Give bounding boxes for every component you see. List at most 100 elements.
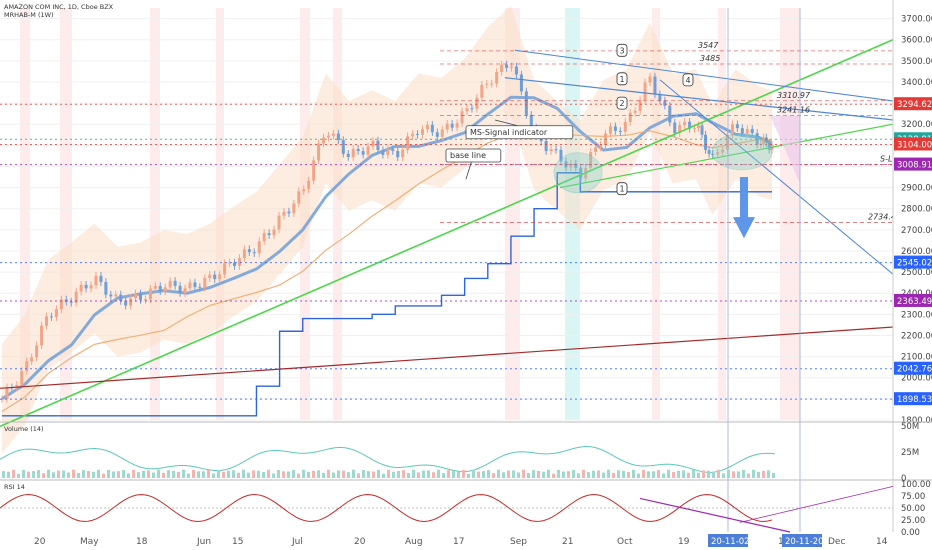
candle-body	[267, 233, 271, 236]
volume-bar	[147, 470, 150, 478]
volume-bar	[242, 469, 245, 478]
wave-label-text: 1	[620, 185, 625, 194]
candle-body	[505, 64, 509, 68]
volume-bar	[742, 469, 745, 478]
volume-bar	[437, 469, 440, 478]
candle-body	[599, 145, 603, 148]
candle-body	[257, 241, 261, 254]
volume-bar	[87, 470, 90, 478]
volume-bar	[92, 471, 95, 478]
time-axis-tick: Sep	[510, 537, 527, 547]
volume-bar	[727, 469, 730, 478]
candle-body	[139, 293, 143, 300]
callout-text: MS-Signal indicator	[470, 128, 548, 137]
time-label-text: 20-11-20	[785, 537, 824, 547]
volume-bar	[207, 469, 210, 478]
volume-bar	[102, 473, 105, 478]
volume-bar	[17, 473, 20, 478]
candle-body	[450, 123, 454, 128]
volume-bar	[292, 469, 295, 478]
volume-bar	[712, 472, 715, 478]
candle-body	[183, 288, 187, 294]
time-axis-tick: Jun	[196, 537, 211, 547]
candle-body	[188, 282, 192, 289]
candle-body	[445, 123, 449, 130]
volume-bar	[737, 471, 740, 478]
candle-body	[237, 258, 241, 266]
volume-bar	[732, 471, 735, 478]
volume-bar	[492, 473, 495, 478]
candle-body	[341, 140, 345, 154]
volume-axis-tick: 25M	[901, 448, 919, 458]
candle-body	[193, 282, 197, 288]
volume-bar	[342, 470, 345, 478]
volume-bar	[7, 471, 10, 478]
volume-bar	[542, 471, 545, 478]
volume-bar	[167, 470, 170, 478]
candle-body	[297, 191, 301, 204]
time-axis-tick: Oct	[617, 537, 633, 547]
blue-trendline-down	[659, 79, 894, 275]
candle-body	[15, 384, 19, 388]
time-axis-tick: 21	[562, 537, 573, 547]
volume-bar	[447, 470, 450, 478]
candle-body	[134, 293, 138, 299]
volume-bar	[462, 469, 465, 478]
volume-bar	[172, 470, 175, 478]
candle-body	[336, 133, 340, 141]
candle-body	[721, 149, 725, 153]
price-axis-tick: 2700.00	[901, 226, 932, 236]
candle-body	[406, 136, 410, 150]
volume-bar	[607, 469, 610, 478]
candle-body	[203, 277, 207, 288]
rsi-axis-tick: 50.00	[901, 504, 925, 514]
candle-body	[420, 129, 424, 135]
candle-body	[643, 82, 647, 101]
volume-bar	[667, 469, 670, 478]
volume-bar	[392, 471, 395, 478]
volume-bar	[452, 471, 455, 478]
volume-bar	[332, 472, 335, 478]
wave-label-box	[616, 72, 628, 86]
callout-pointer	[465, 161, 472, 180]
wave-label-box	[616, 96, 628, 110]
candle-body	[430, 124, 434, 133]
rsi-trendline-up	[739, 486, 894, 523]
price-axis-tick: 2500.00	[901, 268, 932, 278]
price-axis-tick: 2200.00	[901, 331, 932, 341]
level-annotation-text: 2734.40	[868, 213, 901, 222]
candle-body	[84, 284, 88, 289]
candle-body	[613, 126, 617, 131]
candle-body	[129, 298, 133, 306]
candle-body	[99, 275, 103, 283]
volume-bar	[77, 472, 80, 478]
volume-bar	[757, 471, 760, 478]
volume-bar	[387, 469, 390, 478]
volume-bar	[642, 469, 645, 478]
candle-body	[569, 163, 573, 168]
candle-body	[668, 105, 672, 123]
volume-bar	[362, 470, 365, 478]
candle-body	[232, 262, 236, 266]
volume-bar	[397, 470, 400, 478]
volume-bar	[327, 469, 330, 478]
price-label-text: 2042.76	[897, 365, 932, 375]
candle-body	[480, 84, 484, 98]
price-axis-tick: 3200.00	[901, 120, 932, 130]
volume-bar	[192, 469, 195, 478]
volume-bar	[132, 469, 135, 478]
volume-bar	[217, 469, 220, 478]
volume-bar	[662, 473, 665, 478]
candle-body	[119, 294, 123, 301]
candle-body	[366, 146, 370, 155]
time-axis-tick: Dec	[828, 537, 845, 547]
candle-body	[391, 149, 395, 152]
candle-body	[700, 125, 704, 135]
candle-body	[326, 135, 330, 138]
wave-label-text: 3	[620, 46, 625, 55]
volume-bar	[422, 470, 425, 478]
candle-body	[242, 249, 246, 259]
candle-body	[470, 108, 474, 110]
